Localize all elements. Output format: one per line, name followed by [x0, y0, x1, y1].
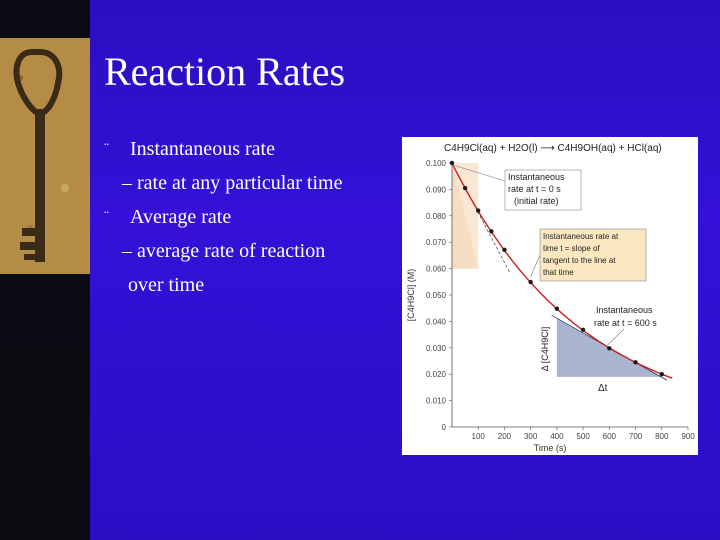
rate-chart: C4H9Cl(aq) + H2O(l) ⟶ C4H9OH(aq) + HCl(a… [402, 137, 698, 455]
y-tick-label: 0.100 [426, 159, 447, 168]
diamond-bullet-icon: ¨ [104, 209, 109, 225]
delta-concentration-label: Δ [C4H9Cl] [540, 327, 550, 372]
data-point [489, 229, 494, 234]
key-icon [0, 38, 90, 274]
bullet-item: ¨ Average rate [104, 200, 394, 234]
annotation-text: rate at t = 0 s [508, 184, 561, 194]
sub-bullet-text: – rate at any particular time [122, 172, 343, 194]
diamond-bullet-icon: ¨ [104, 141, 109, 157]
key-photo [0, 38, 90, 274]
y-tick-label: 0.080 [426, 212, 447, 221]
y-tick-label: 0.040 [426, 317, 447, 326]
chart-svg: C4H9Cl(aq) + H2O(l) ⟶ C4H9OH(aq) + HCl(a… [406, 143, 695, 453]
annotation-text: Instantaneous [596, 305, 653, 315]
annotation-box-tangent [539, 228, 647, 282]
data-point [659, 372, 664, 377]
data-point [449, 160, 455, 166]
annotation-text: time t = slope of [543, 244, 600, 253]
data-point [502, 247, 507, 253]
sub-bullet-text: over time [128, 274, 205, 296]
sub-bullet-continuation: over time [104, 268, 394, 302]
y-tick-label: 0.070 [426, 238, 447, 247]
x-tick-label: 200 [498, 432, 512, 441]
y-tick-label: 0.050 [426, 291, 447, 300]
y-axis-label: [C4H9Cl] (M) [406, 269, 416, 322]
x-axis-label: Time (s) [534, 443, 567, 453]
slide-title: Reaction Rates [104, 49, 346, 94]
chart-title: C4H9Cl(aq) + H2O(l) ⟶ C4H9OH(aq) + HCl(a… [444, 143, 662, 154]
x-tick-label: 500 [576, 432, 590, 441]
delta-time-label: Δt [598, 383, 608, 394]
y-tick-label: 0.030 [426, 344, 447, 353]
annotation-box-initial [504, 169, 582, 211]
data-point [462, 185, 468, 191]
sub-bullet-text: – average rate of reaction [122, 240, 326, 262]
x-tick-label: 600 [603, 432, 617, 441]
x-tick-label: 700 [629, 432, 643, 441]
x-tick-label: 300 [524, 432, 538, 441]
bullet-list: ¨ Instantaneous rate – rate at any parti… [104, 132, 394, 302]
y-tick-label: 0 [442, 423, 447, 432]
sub-bullet-item: – rate at any particular time [104, 166, 394, 200]
annotation-text: rate at t = 600 s [594, 318, 657, 328]
initial-rate-region [452, 163, 479, 269]
y-tick-label: 0.010 [426, 397, 447, 406]
annotation-leader [454, 165, 506, 182]
bullet-text: Instantaneous rate [130, 138, 275, 160]
data-point [633, 360, 638, 365]
y-tick-label: 0.060 [426, 265, 447, 274]
data-point [554, 306, 560, 311]
annotation-text: that time [543, 268, 574, 277]
annotation-text: Instantaneous [508, 172, 565, 182]
annotation-text: Instantaneous rate at [543, 232, 619, 241]
annotation-leader [607, 328, 625, 346]
data-point [580, 327, 586, 333]
x-tick-label: 400 [550, 432, 564, 441]
x-tick-label: 900 [681, 432, 695, 441]
annotation-text: (initial rate) [514, 196, 559, 206]
annotation-text: tangent to the line at [543, 256, 616, 265]
bullet-text: Average rate [130, 206, 232, 228]
data-point [607, 346, 612, 351]
x-tick-label: 100 [472, 432, 486, 441]
annotation-leader [530, 254, 541, 277]
x-tick-label: 800 [655, 432, 669, 441]
y-tick-label: 0.020 [426, 370, 447, 379]
data-point [476, 208, 481, 213]
bullet-item: ¨ Instantaneous rate [104, 132, 394, 166]
data-point [528, 279, 533, 285]
sub-bullet-item: – average rate of reaction [104, 234, 394, 268]
y-tick-label: 0.090 [426, 185, 447, 194]
